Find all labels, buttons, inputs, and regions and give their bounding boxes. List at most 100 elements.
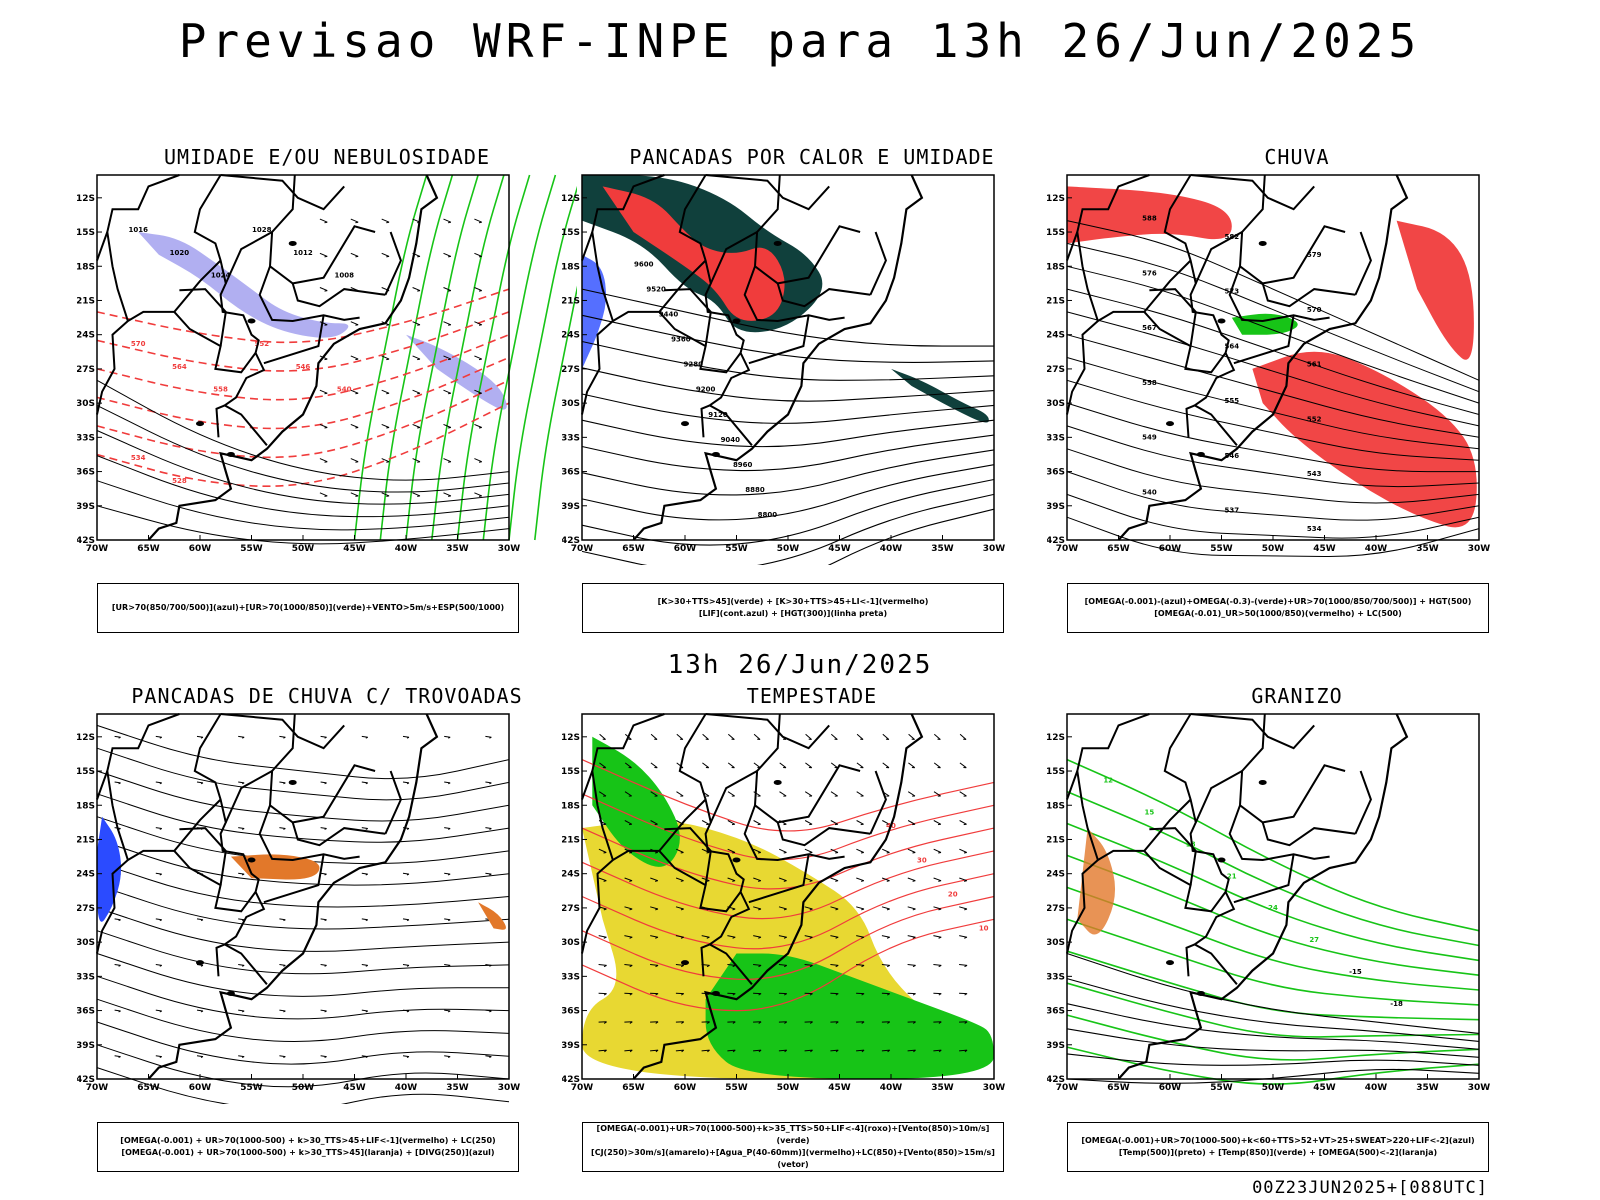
lon-label: 55W [240,544,263,554]
streamline [96,747,510,801]
wind-vector [443,458,452,463]
wind-vector [319,218,328,224]
border-line [869,770,887,835]
lat-label: 36S [1047,468,1065,478]
wind-vector [598,992,607,996]
wind-vector [624,935,633,939]
border-line [1190,713,1315,750]
border-line [709,770,758,823]
wind-vector [727,964,736,968]
wind-vector [381,355,390,361]
wind-vector [675,877,684,882]
lat-label: 30S [562,938,580,948]
lat-label: 42S [562,536,580,546]
lat-label: 24S [77,870,95,880]
streamline-arrow [155,827,163,830]
legend-line: [OMEGA(-0.001)+UR>70(1000-500)+k<60+TTS>… [1081,1136,1475,1145]
wind-vector [650,733,658,740]
wind-vector [598,848,607,854]
lon-label: 45W [828,1083,851,1093]
wind-vector [474,321,482,326]
lat-label: 27S [562,904,580,914]
lon-label: 30W [1468,1083,1491,1093]
wind-vector [933,762,941,769]
streamline-arrow [279,1055,286,1058]
wind-vector [599,733,606,740]
height-contour [581,367,995,402]
border-line [1076,174,1192,323]
panel-title: TEMPESTADE [746,684,878,708]
streamline [96,975,510,1020]
contour-label: 567 [1142,324,1157,332]
lat-label: 18S [562,801,580,811]
lifted-index-area-blue [582,254,607,369]
temp500-contour [1066,1003,1480,1050]
wind-vector [701,935,710,939]
lat-label: 33S [77,972,95,982]
wind-vector [624,1049,633,1053]
wind-vector [650,791,658,797]
wind-vector [881,877,890,882]
border-line [215,943,226,977]
wind-vector [959,733,967,740]
lake-mark [1217,857,1226,863]
streamline-arrow [444,1009,451,1013]
lat-label: 15S [562,767,580,777]
map-base [581,713,924,1080]
border-line [258,804,360,862]
contour-label: 9120 [708,411,728,419]
streamline-arrow [155,918,163,922]
precipitable-water-contour [581,759,995,832]
instability-area-teal [891,368,989,423]
thickness-contour-red [96,288,510,344]
lon-label: 60W [674,544,697,554]
border-line [1163,174,1238,446]
temp850-contour [1066,822,1480,962]
wind-vector [350,321,359,326]
wind-vector [727,762,735,769]
lon-label: 30W [498,544,521,554]
lat-label: 39S [1047,1041,1065,1051]
wind-vector [804,848,813,854]
border-line [1066,231,1079,261]
contour-label: 21 [1227,872,1237,880]
lon-label: 60W [189,544,212,554]
lat-label: 36S [77,1007,95,1017]
wind-vector [830,762,838,769]
border-line [220,713,345,750]
lon-label: 30W [983,1083,1006,1093]
streamline [96,793,510,843]
wind-vector [727,935,736,939]
wind-vector [959,820,967,826]
border-line [709,231,758,284]
pressure-contour [96,404,510,493]
wind-vector [319,287,328,292]
wind-vector [881,906,890,911]
wind-vector [779,791,787,797]
temp850-contour [1066,1014,1480,1061]
border-line [96,770,109,800]
wind-vector [319,423,328,429]
streamline-arrow [485,735,492,739]
lat-label: 36S [562,1007,580,1017]
streamline-arrow [196,918,204,922]
wind-vector [881,992,891,996]
wind-vector [443,252,452,258]
lon-label: 45W [828,544,851,554]
lake-mark [247,857,256,863]
wind-vector [804,1021,813,1024]
wind-vector [727,877,736,882]
wind-vector [412,287,421,292]
streamline-arrow [155,872,163,876]
divergence-area-blue [97,816,122,922]
lon-label: 55W [725,1083,748,1093]
lat-label: 12S [562,733,580,743]
pressure-contour [96,379,510,481]
field-layer [96,724,510,1104]
lat-label: 24S [562,331,580,341]
wind-vector [882,762,890,769]
streamline-arrow [320,735,327,739]
lon-label: 70W [1056,1083,1079,1093]
temp500-contour [1066,978,1480,1042]
wind-vector [856,877,865,882]
